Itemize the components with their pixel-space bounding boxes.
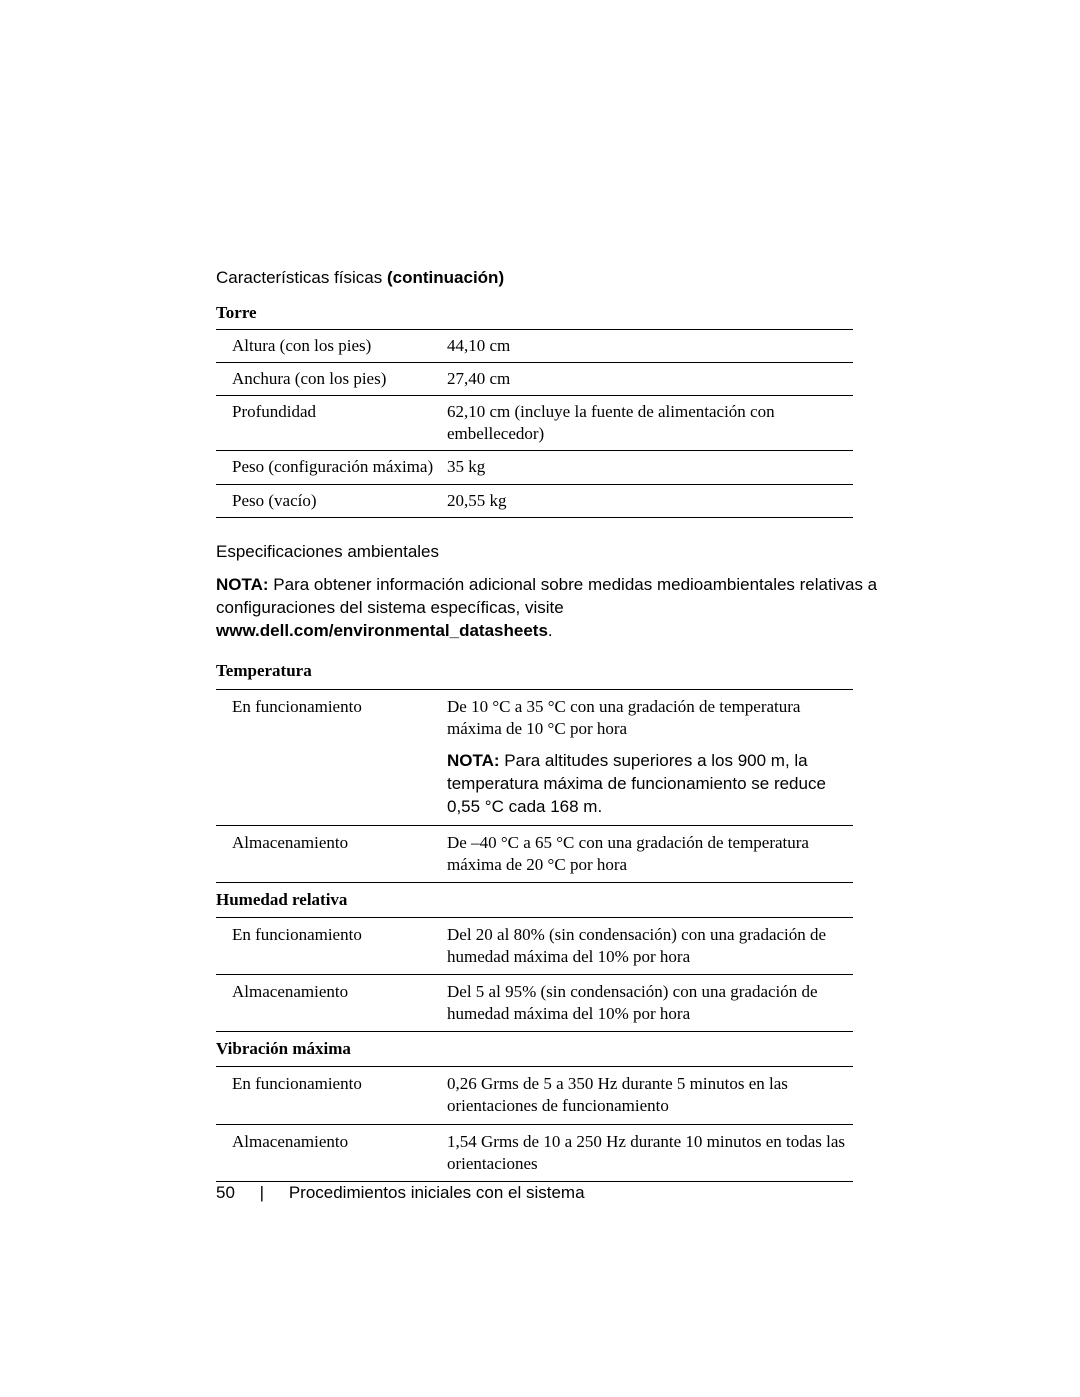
row-label: En funcionamiento [216, 689, 447, 825]
table-row: En funcionamiento Del 20 al 80% (sin con… [216, 917, 853, 974]
temp-operating-value: De 10 °C a 35 °C con una gradación de te… [447, 697, 800, 738]
physical-section-title: Características físicas (continuación) [216, 268, 885, 288]
nota-text: Para obtener información adicional sobre… [216, 575, 877, 617]
page: Características físicas (continuación) T… [0, 0, 1080, 1397]
table-row: Almacenamiento Del 5 al 95% (sin condens… [216, 975, 853, 1032]
spacer [216, 518, 885, 542]
physical-table: Torre Altura (con los pies) 44,10 cm Anc… [216, 296, 853, 518]
env-section-title: Especificaciones ambientales [216, 542, 885, 562]
env-table: Temperatura En funcionamiento De 10 °C a… [216, 654, 853, 1181]
row-label: En funcionamiento [216, 1067, 447, 1124]
table-row: En funcionamiento De 10 °C a 35 °C con u… [216, 689, 853, 825]
row-label: Anchura (con los pies) [216, 363, 447, 396]
footer-title: Procedimientos iniciales con el sistema [289, 1183, 585, 1203]
nota-period: . [548, 621, 553, 640]
row-value: 35 kg [447, 451, 853, 484]
table-row-category: Torre [216, 296, 853, 330]
row-label: Almacenamiento [216, 975, 447, 1032]
table-row: Peso (configuración máxima) 35 kg [216, 451, 853, 484]
table-row: Altura (con los pies) 44,10 cm [216, 330, 853, 363]
row-value: Del 20 al 80% (sin condensación) con una… [447, 917, 853, 974]
table-row-category: Temperatura [216, 654, 853, 689]
row-label: En funcionamiento [216, 917, 447, 974]
page-number: 50 [216, 1183, 235, 1203]
nota-label: NOTA: [216, 575, 269, 594]
table-row-category: Vibración máxima [216, 1032, 853, 1067]
row-value: 1,54 Grms de 10 a 250 Hz durante 10 minu… [447, 1124, 853, 1181]
table-row: Anchura (con los pies) 27,40 cm [216, 363, 853, 396]
env-nota: NOTA: Para obtener información adicional… [216, 574, 885, 643]
nota-url: www.dell.com/environmental_datasheets [216, 621, 548, 640]
row-label: Altura (con los pies) [216, 330, 447, 363]
table-row: Profundidad 62,10 cm (incluye la fuente … [216, 396, 853, 451]
physical-category: Torre [216, 296, 853, 330]
row-label: Profundidad [216, 396, 447, 451]
nota-label: NOTA: [447, 751, 500, 770]
env-humidity-category: Humedad relativa [216, 882, 853, 917]
row-value: 27,40 cm [447, 363, 853, 396]
table-row-category: Humedad relativa [216, 882, 853, 917]
row-label: Almacenamiento [216, 1124, 447, 1181]
env-temp-category: Temperatura [216, 654, 853, 689]
env-vibration-category: Vibración máxima [216, 1032, 853, 1067]
row-value: De –40 °C a 65 °C con una gradación de t… [447, 825, 853, 882]
physical-continuation: (continuación) [387, 268, 504, 287]
footer-separator: | [260, 1183, 264, 1203]
temp-operating-nota: NOTA: Para altitudes superiores a los 90… [447, 750, 853, 819]
page-footer: 50 | Procedimientos iniciales con el sis… [216, 1183, 585, 1203]
row-value: 0,26 Grms de 5 a 350 Hz durante 5 minuto… [447, 1067, 853, 1124]
table-row: En funcionamiento 0,26 Grms de 5 a 350 H… [216, 1067, 853, 1124]
row-value: De 10 °C a 35 °C con una gradación de te… [447, 689, 853, 825]
physical-title-text: Características físicas [216, 268, 382, 287]
row-label: Peso (vacío) [216, 484, 447, 517]
table-row: Almacenamiento De –40 °C a 65 °C con una… [216, 825, 853, 882]
row-value: 44,10 cm [447, 330, 853, 363]
table-row: Peso (vacío) 20,55 kg [216, 484, 853, 517]
row-value: 20,55 kg [447, 484, 853, 517]
row-label: Peso (configuración máxima) [216, 451, 447, 484]
row-label: Almacenamiento [216, 825, 447, 882]
nota-text: Para altitudes superiores a los 900 m, l… [447, 751, 826, 816]
row-value: Del 5 al 95% (sin condensación) con una … [447, 975, 853, 1032]
row-value: 62,10 cm (incluye la fuente de alimentac… [447, 396, 853, 451]
table-row: Almacenamiento 1,54 Grms de 10 a 250 Hz … [216, 1124, 853, 1181]
